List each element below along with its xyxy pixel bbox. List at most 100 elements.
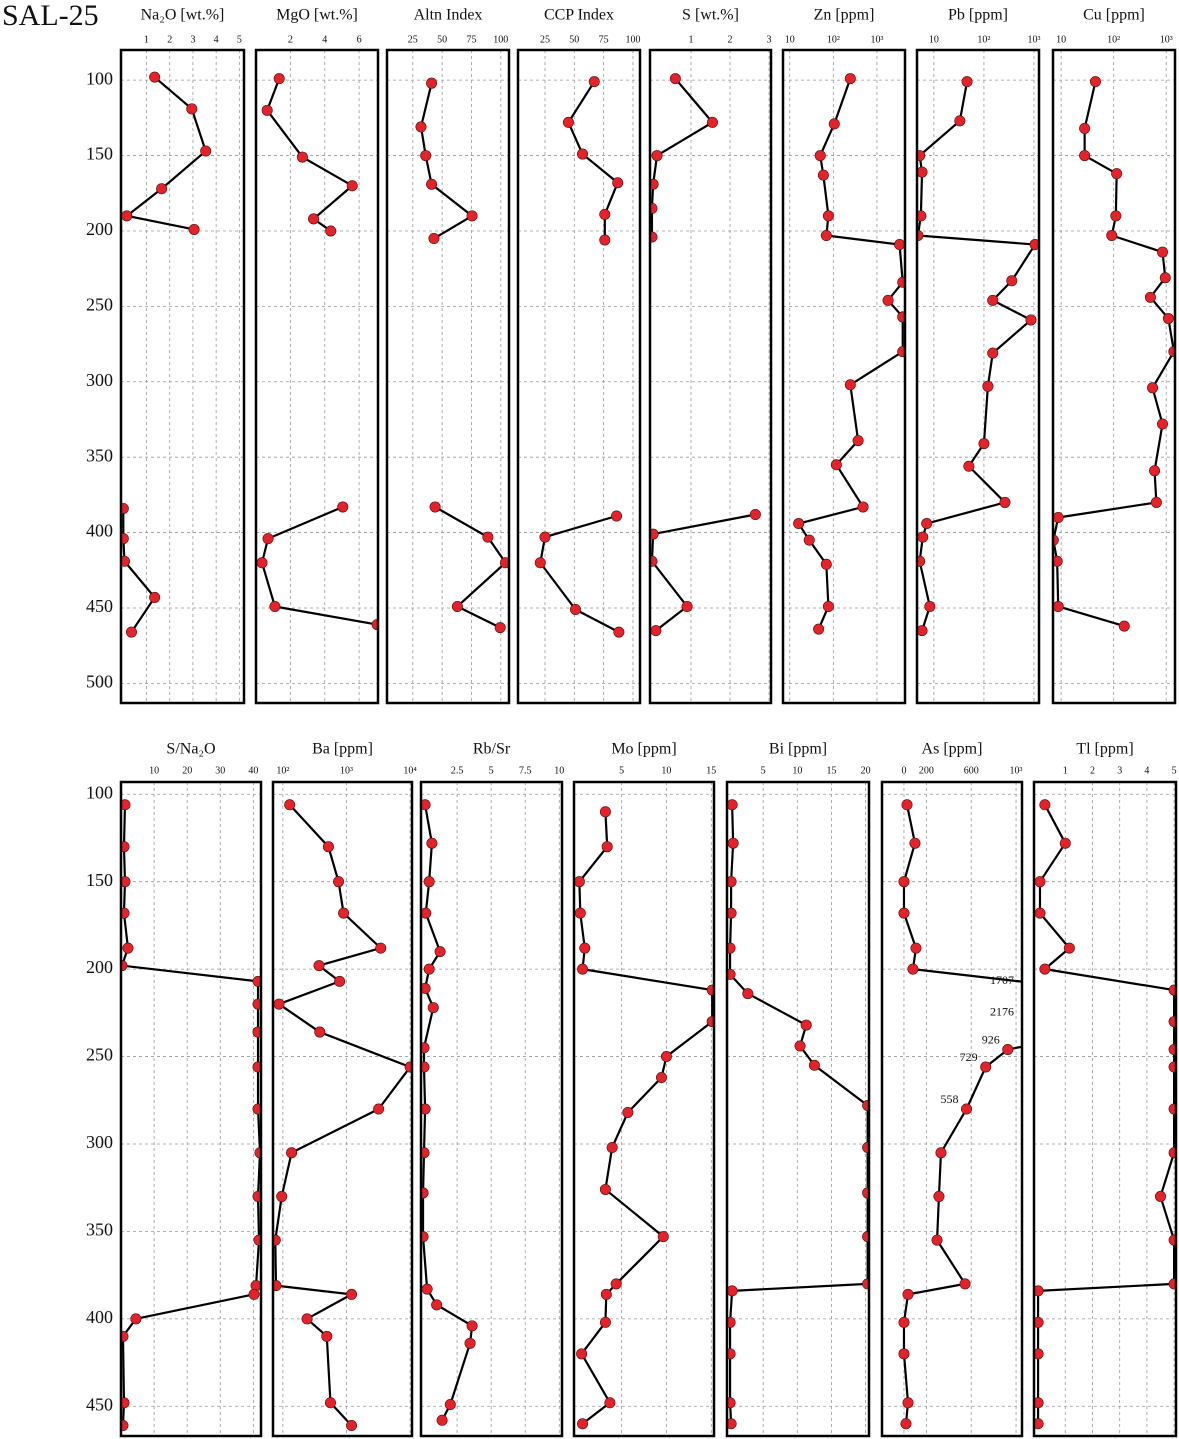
marker	[935, 1147, 947, 1159]
value-label: 1707	[990, 973, 1014, 987]
marker	[466, 1320, 478, 1332]
marker	[963, 460, 975, 472]
x-tick-label: 50	[569, 34, 579, 45]
marker	[844, 73, 856, 85]
marker	[814, 150, 826, 162]
marker	[1147, 382, 1159, 394]
x-tick-label: 2	[288, 34, 293, 45]
marker	[808, 1059, 820, 1071]
marker	[600, 1288, 612, 1300]
marker	[276, 1190, 288, 1202]
marker	[749, 508, 761, 520]
line	[797, 78, 904, 630]
marker	[269, 600, 281, 612]
marker	[421, 1187, 429, 1199]
marker	[852, 435, 864, 447]
x-tick-label: 10²	[827, 34, 840, 45]
x-tick-label: 10	[792, 765, 802, 776]
marker	[898, 876, 910, 888]
marker	[373, 1103, 385, 1115]
marker	[917, 531, 929, 543]
panel-title: Tl [ppm]	[1076, 741, 1133, 758]
marker	[924, 600, 936, 612]
marker	[862, 1278, 869, 1290]
marker	[820, 229, 832, 241]
marker	[429, 501, 441, 513]
marker	[1059, 837, 1071, 849]
marker	[434, 946, 446, 958]
marker	[857, 501, 869, 513]
marker	[404, 1061, 412, 1073]
series	[917, 76, 1039, 637]
marker	[313, 960, 325, 972]
marker	[613, 626, 625, 638]
marker	[577, 963, 589, 975]
marker	[933, 1190, 945, 1202]
marker	[727, 1348, 736, 1360]
marker	[1110, 210, 1122, 222]
line	[902, 804, 1022, 1424]
marker	[917, 166, 928, 178]
marker	[894, 239, 905, 251]
marker	[494, 622, 506, 634]
marker	[444, 1399, 456, 1411]
series	[793, 73, 905, 635]
panel-frame	[271, 780, 414, 1438]
marker	[121, 1330, 129, 1342]
x-tick-label: 3	[190, 34, 195, 45]
marker	[122, 942, 134, 954]
marker	[149, 591, 161, 603]
marker	[921, 518, 933, 530]
marker	[1039, 963, 1051, 975]
y-tick-label: 450	[86, 1394, 113, 1414]
x-tick-label: 10⁴	[403, 765, 417, 776]
marker	[1159, 272, 1171, 284]
marker	[466, 210, 478, 222]
marker	[579, 942, 591, 954]
x-tick-label: 200	[919, 765, 934, 776]
x-tick-label: 10	[1056, 34, 1066, 45]
marker	[346, 1288, 358, 1300]
marker	[742, 988, 754, 1000]
marker	[650, 625, 662, 637]
marker	[727, 837, 739, 849]
marker	[1053, 512, 1064, 524]
marker	[1150, 496, 1162, 508]
marker	[1034, 1285, 1044, 1297]
y-tick-label: 200	[86, 957, 113, 977]
marker	[599, 1183, 611, 1195]
x-tick-label: 6	[357, 34, 362, 45]
marker	[421, 1042, 430, 1054]
marker	[961, 76, 973, 88]
marker	[900, 1418, 912, 1430]
marker	[273, 998, 285, 1010]
x-tick-label: 2	[728, 34, 733, 45]
series	[534, 76, 625, 638]
x-tick-label: 20	[861, 765, 871, 776]
marker	[130, 1313, 142, 1325]
line	[260, 78, 378, 626]
marker	[577, 1418, 589, 1430]
marker	[534, 557, 546, 569]
marker	[1154, 1190, 1166, 1202]
line	[650, 77, 756, 632]
marker	[931, 1234, 943, 1246]
marker	[421, 1103, 431, 1115]
marker	[149, 71, 161, 83]
x-tick-label: 5	[761, 765, 766, 776]
panel-frame	[880, 780, 1024, 1438]
marker	[681, 600, 693, 612]
x-tick-label: 25	[408, 34, 418, 45]
marker	[706, 984, 714, 996]
marker	[121, 210, 133, 222]
marker	[252, 998, 261, 1010]
marker	[651, 150, 663, 162]
marker	[961, 1103, 973, 1115]
marker	[324, 1397, 336, 1409]
marker	[121, 555, 130, 567]
marker	[655, 1072, 667, 1084]
marker	[611, 510, 623, 522]
marker	[577, 148, 589, 160]
x-tick-label: 10³	[1010, 765, 1023, 776]
marker	[125, 626, 137, 638]
